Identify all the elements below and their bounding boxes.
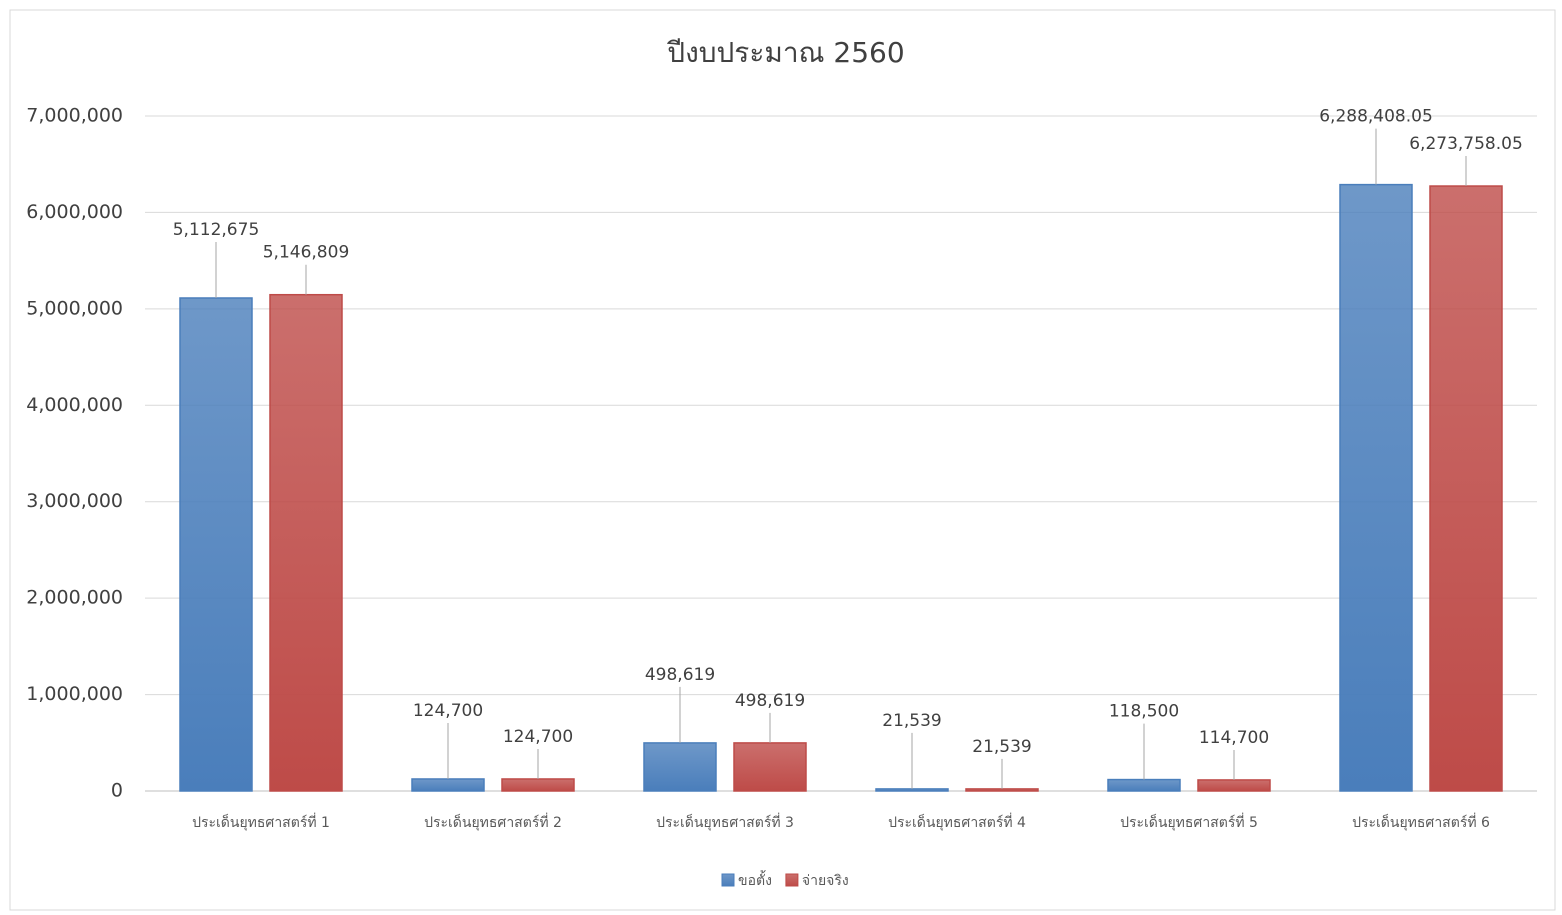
y-tick-label: 2,000,000 [26, 587, 123, 609]
data-label: 21,539 [882, 711, 941, 731]
bar [1339, 183, 1413, 792]
y-tick-label: 1,000,000 [26, 683, 123, 705]
bar [411, 778, 485, 792]
data-label: 124,700 [503, 727, 573, 747]
chart-title: ปีงบประมาณ 2560 [666, 36, 904, 69]
data-label: 124,700 [413, 701, 483, 721]
data-label: 498,619 [645, 665, 715, 685]
bar [643, 742, 717, 792]
legend-swatch [721, 873, 735, 887]
data-label: 5,112,675 [173, 220, 260, 240]
bar [501, 778, 575, 792]
x-tick-label: ประเด็นยุทธศาสตร์ที่ 2 [424, 813, 562, 831]
bar [875, 788, 949, 792]
legend-label: ขอตั้ง [738, 870, 772, 889]
data-label: 118,500 [1109, 702, 1179, 722]
bar [1429, 185, 1503, 792]
bar [269, 293, 343, 792]
y-tick-label: 7,000,000 [26, 105, 123, 127]
legend-label: จ่ายจริง [802, 873, 849, 889]
bar [965, 788, 1039, 792]
bar [1197, 779, 1271, 792]
y-tick-label: 4,000,000 [26, 394, 123, 416]
data-label: 5,146,809 [263, 243, 350, 263]
x-tick-label: ประเด็นยุทธศาสตร์ที่ 6 [1352, 813, 1490, 831]
x-tick-label: ประเด็นยุทธศาสตร์ที่ 5 [1120, 813, 1258, 831]
y-tick-label: 5,000,000 [26, 297, 123, 319]
data-label: 6,273,758.05 [1409, 134, 1523, 154]
data-label: 21,539 [972, 737, 1031, 757]
y-tick-label: 3,000,000 [26, 490, 123, 512]
data-label: 114,700 [1199, 728, 1269, 748]
bar [1107, 778, 1181, 792]
x-tick-label: ประเด็นยุทธศาสตร์ที่ 3 [656, 813, 794, 831]
bar [179, 297, 253, 792]
y-tick-label: 6,000,000 [26, 201, 123, 223]
y-tick-label: 0 [111, 780, 123, 802]
bar [733, 742, 807, 792]
x-tick-label: ประเด็นยุทธศาสตร์ที่ 1 [192, 813, 330, 831]
legend-swatch [785, 873, 799, 887]
data-label: 498,619 [735, 691, 805, 711]
data-label: 6,288,408.05 [1319, 107, 1433, 127]
x-tick-label: ประเด็นยุทธศาสตร์ที่ 4 [888, 813, 1026, 831]
